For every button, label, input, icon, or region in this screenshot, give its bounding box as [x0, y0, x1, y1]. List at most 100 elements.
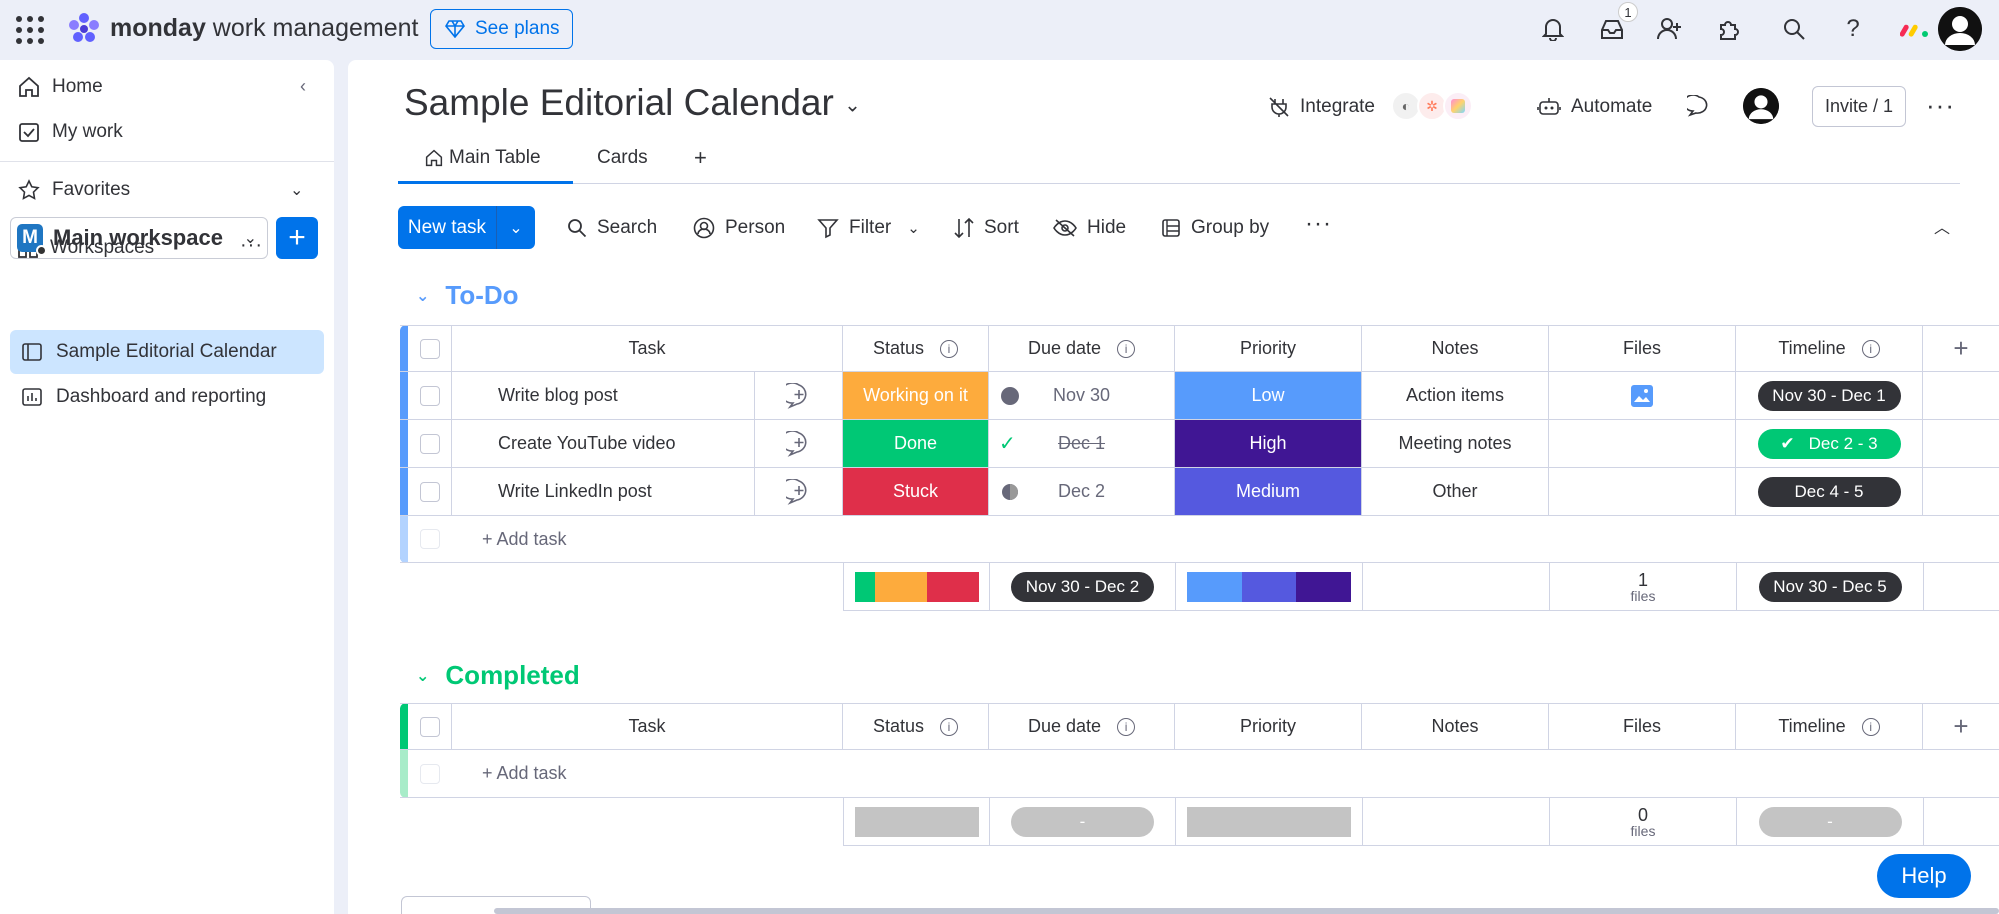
due-date-cell[interactable]: ✓ Dec 1 [989, 420, 1175, 467]
apps-grid-icon[interactable] [16, 16, 44, 44]
board-more-icon[interactable]: ··· [1926, 90, 1955, 120]
files-summary[interactable]: 0 files [1550, 798, 1737, 845]
files-summary[interactable]: 1 files [1550, 563, 1737, 610]
person-filter-button[interactable]: Person [693, 214, 785, 242]
files-cell[interactable] [1549, 468, 1736, 515]
chevron-down-icon[interactable]: ⌄ [290, 182, 304, 199]
add-update-icon[interactable] [785, 478, 812, 505]
filter-button[interactable]: Filter ⌄ [817, 214, 920, 242]
status-label-working[interactable]: Working on it [843, 372, 988, 419]
column-header-task[interactable]: Task [452, 326, 843, 371]
timeline-cell[interactable]: Nov 30 - Dec 1 [1736, 372, 1923, 419]
priority-cell[interactable]: High [1175, 420, 1362, 467]
task-name-cell[interactable]: Write blog post [452, 372, 755, 419]
timeline-pill[interactable]: Dec 4 - 5 [1757, 476, 1901, 507]
group-title-label[interactable]: Completed [445, 660, 580, 690]
column-header-files[interactable]: Files [1549, 326, 1736, 371]
chevron-down-icon[interactable]: ⌄ [907, 220, 920, 237]
tab-cards[interactable]: Cards [597, 147, 648, 169]
due-date-cell[interactable]: Dec 2 [989, 468, 1175, 515]
invite-button[interactable]: Invite / 1 [1812, 86, 1906, 127]
integrate-button[interactable]: Integrate [1268, 93, 1375, 121]
due-date-summary[interactable]: Nov 30 - Dec 2 [990, 563, 1176, 610]
column-header-due-date[interactable]: Due date i [989, 326, 1175, 371]
files-cell[interactable] [1549, 372, 1736, 419]
add-update-cell[interactable] [755, 372, 843, 419]
chevron-down-icon[interactable]: ⌄ [509, 219, 523, 237]
status-distribution-bar[interactable] [854, 571, 979, 602]
hide-button[interactable]: Hide [1053, 214, 1126, 242]
group-title-todo[interactable]: ⌄ To-Do [416, 280, 519, 311]
page-title[interactable]: Sample Editorial Calendar ⌄ [404, 82, 861, 123]
row-checkbox[interactable] [419, 481, 440, 502]
column-header-priority[interactable]: Priority [1175, 704, 1362, 749]
priority-label-high[interactable]: High [1175, 420, 1361, 467]
collapse-sidebar-icon[interactable]: ‹ [300, 76, 306, 96]
due-date-cell[interactable]: Nov 30 [989, 372, 1175, 419]
notes-cell[interactable]: Other [1362, 468, 1549, 515]
column-header-status[interactable]: Status i [843, 704, 989, 749]
add-column-button[interactable]: + [1953, 711, 1969, 741]
add-task-input[interactable]: + Add task [482, 528, 567, 549]
notes-cell[interactable]: Meeting notes [1362, 420, 1549, 467]
table-row[interactable]: Create YouTube video Done ✓ Dec 1 High Me… [400, 420, 1999, 468]
timeline-pill-done[interactable]: ✔ Dec 2 - 3 [1757, 428, 1901, 459]
status-label-stuck[interactable]: Stuck [843, 468, 988, 515]
sidebar-item-dashboard[interactable]: Dashboard and reporting [10, 375, 324, 419]
info-icon[interactable]: i [1117, 339, 1136, 358]
row-checkbox[interactable] [419, 433, 440, 454]
add-update-icon[interactable] [785, 382, 812, 409]
horizontal-scrollbar[interactable] [494, 908, 1999, 914]
timeline-cell[interactable]: ✔ Dec 2 - 3 [1736, 420, 1923, 467]
see-plans-button[interactable]: See plans [430, 9, 573, 49]
invite-members-icon[interactable] [1655, 14, 1685, 44]
column-header-notes[interactable]: Notes [1362, 704, 1549, 749]
sidebar-item-my-work[interactable]: My work [18, 121, 123, 143]
toolbar-more-icon[interactable]: ··· [1305, 210, 1332, 237]
add-view-button[interactable]: + [694, 145, 707, 171]
task-name-cell[interactable]: Create YouTube video [452, 420, 755, 467]
help-button[interactable]: Help [1877, 854, 1971, 898]
table-row[interactable]: Write blog post Working on it Nov 30 Low… [400, 372, 1999, 420]
select-all-checkbox[interactable] [419, 338, 440, 359]
column-header-task[interactable]: Task [452, 704, 843, 749]
info-icon[interactable]: i [1861, 717, 1880, 736]
search-icon[interactable] [1779, 14, 1809, 44]
priority-label-medium[interactable]: Medium [1175, 468, 1361, 515]
updates-chat-icon[interactable] [1687, 95, 1711, 117]
add-task-row[interactable]: + Add task [400, 750, 1999, 798]
files-cell[interactable] [1549, 420, 1736, 467]
timeline-cell[interactable]: Dec 4 - 5 [1736, 468, 1923, 515]
priority-cell[interactable]: Low [1175, 372, 1362, 419]
search-button[interactable]: Search [567, 214, 657, 242]
bell-icon[interactable] [1538, 14, 1568, 44]
column-header-notes[interactable]: Notes [1362, 326, 1549, 371]
column-header-files[interactable]: Files [1549, 704, 1736, 749]
due-date-summary[interactable]: - [990, 798, 1176, 845]
inbox-icon[interactable] [1597, 14, 1627, 44]
column-header-timeline[interactable]: Timeline i [1736, 326, 1923, 371]
chevron-down-icon[interactable]: ⌄ [416, 667, 430, 685]
sidebar-item-home[interactable]: Home [18, 76, 103, 98]
select-all-checkbox[interactable] [419, 716, 440, 737]
status-cell[interactable]: Stuck [843, 468, 989, 515]
group-title-label[interactable]: To-Do [445, 280, 519, 310]
column-header-priority[interactable]: Priority [1175, 326, 1362, 371]
timeline-range-pill[interactable]: - [1758, 806, 1902, 837]
add-task-input[interactable]: + Add task [482, 763, 567, 783]
info-icon[interactable]: i [1861, 339, 1880, 358]
sidebar-item-board[interactable]: Sample Editorial Calendar [10, 330, 324, 374]
notes-cell[interactable]: Action items [1362, 372, 1549, 419]
collapse-header-icon[interactable]: ︿ [1934, 220, 1951, 237]
column-header-status[interactable]: Status i [843, 326, 989, 371]
add-column-button[interactable]: + [1953, 333, 1969, 363]
status-summary[interactable] [844, 798, 990, 845]
timeline-pill[interactable]: Nov 30 - Dec 1 [1757, 380, 1901, 411]
add-task-row[interactable]: + Add task [400, 516, 1999, 563]
timeline-summary[interactable]: - [1737, 798, 1924, 845]
priority-cell[interactable]: Medium [1175, 468, 1362, 515]
automate-button[interactable]: Automate [1537, 93, 1652, 121]
task-name-cell[interactable]: Write LinkedIn post [452, 468, 755, 515]
group-by-button[interactable]: Group by [1161, 214, 1269, 242]
new-task-button[interactable]: New task ⌄ [398, 206, 535, 249]
